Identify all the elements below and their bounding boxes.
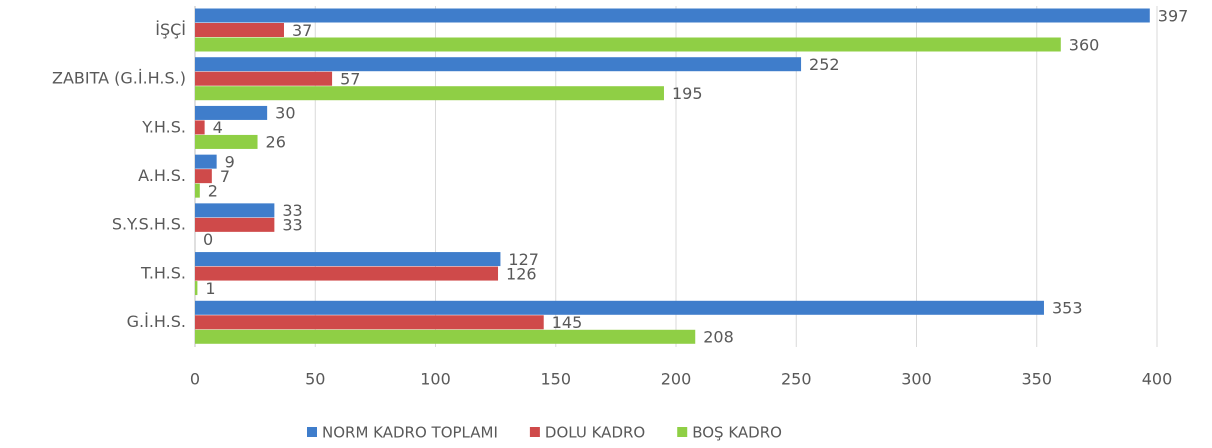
x-tick-label: 350 [1021, 370, 1052, 389]
x-tick-label: 50 [305, 370, 325, 389]
bar [195, 23, 284, 37]
legend-swatch [307, 427, 317, 437]
bar [195, 86, 664, 101]
data-label: 145 [552, 313, 583, 332]
data-label: 0 [203, 230, 213, 249]
y-tick-label: G.İ.H.S. [127, 312, 186, 331]
legend-label: DOLU KADRO [545, 424, 645, 442]
data-label: 4 [213, 118, 223, 137]
bar [195, 329, 696, 344]
bar [195, 120, 205, 135]
bar [195, 252, 501, 267]
data-label: 2 [208, 181, 218, 200]
bar [195, 134, 258, 149]
data-label: 127 [508, 250, 539, 269]
legend-swatch [529, 427, 540, 437]
bar [195, 71, 333, 86]
y-tick-label: İŞÇİ [155, 20, 186, 39]
x-tick-label: 200 [661, 370, 692, 389]
data-label: 30 [275, 104, 295, 123]
legend-label: BOŞ KADRO [692, 424, 782, 442]
legend-swatch [677, 427, 688, 437]
data-label: 9 [225, 152, 235, 171]
data-label: 33 [282, 216, 302, 235]
bar [195, 169, 212, 184]
bar [195, 300, 1044, 315]
data-label: 7 [220, 167, 230, 186]
data-label: 26 [266, 133, 286, 152]
bar [195, 217, 275, 232]
bar [195, 154, 217, 169]
y-tick-label: Y.H.S. [141, 117, 186, 136]
x-tick-label: 150 [540, 370, 571, 389]
bar [195, 315, 544, 330]
x-tick-label: 250 [781, 370, 812, 389]
bar [195, 105, 268, 120]
x-tick-label: 0 [190, 370, 200, 389]
bar [195, 281, 198, 296]
bar [195, 57, 802, 72]
data-label: 37 [292, 21, 312, 40]
bar [195, 203, 275, 218]
bar [195, 266, 499, 281]
data-label: 126 [506, 264, 537, 283]
data-label: 252 [809, 55, 840, 74]
x-tick-label: 100 [420, 370, 451, 389]
x-tick-label: 400 [1142, 370, 1173, 389]
y-tick-label: ZABITA (G.İ.H.S.) [52, 69, 186, 88]
data-label: 397 [1158, 6, 1189, 25]
data-label: 195 [672, 84, 703, 103]
y-tick-label: T.H.S. [140, 263, 186, 282]
bar [195, 8, 1150, 23]
data-label: 353 [1052, 299, 1083, 318]
data-label: 1 [205, 279, 215, 298]
bar [195, 37, 1061, 52]
x-tick-label: 300 [901, 370, 932, 389]
data-label: 360 [1069, 35, 1100, 54]
y-tick-label: S.Y.S.H.S. [112, 215, 186, 234]
data-label: 57 [340, 69, 360, 88]
data-label: 33 [282, 201, 302, 220]
y-tick-label: A.H.S. [138, 166, 186, 185]
bar [195, 183, 200, 198]
legend-label: NORM KADRO TOPLAMI [322, 424, 498, 442]
data-label: 208 [703, 328, 734, 347]
